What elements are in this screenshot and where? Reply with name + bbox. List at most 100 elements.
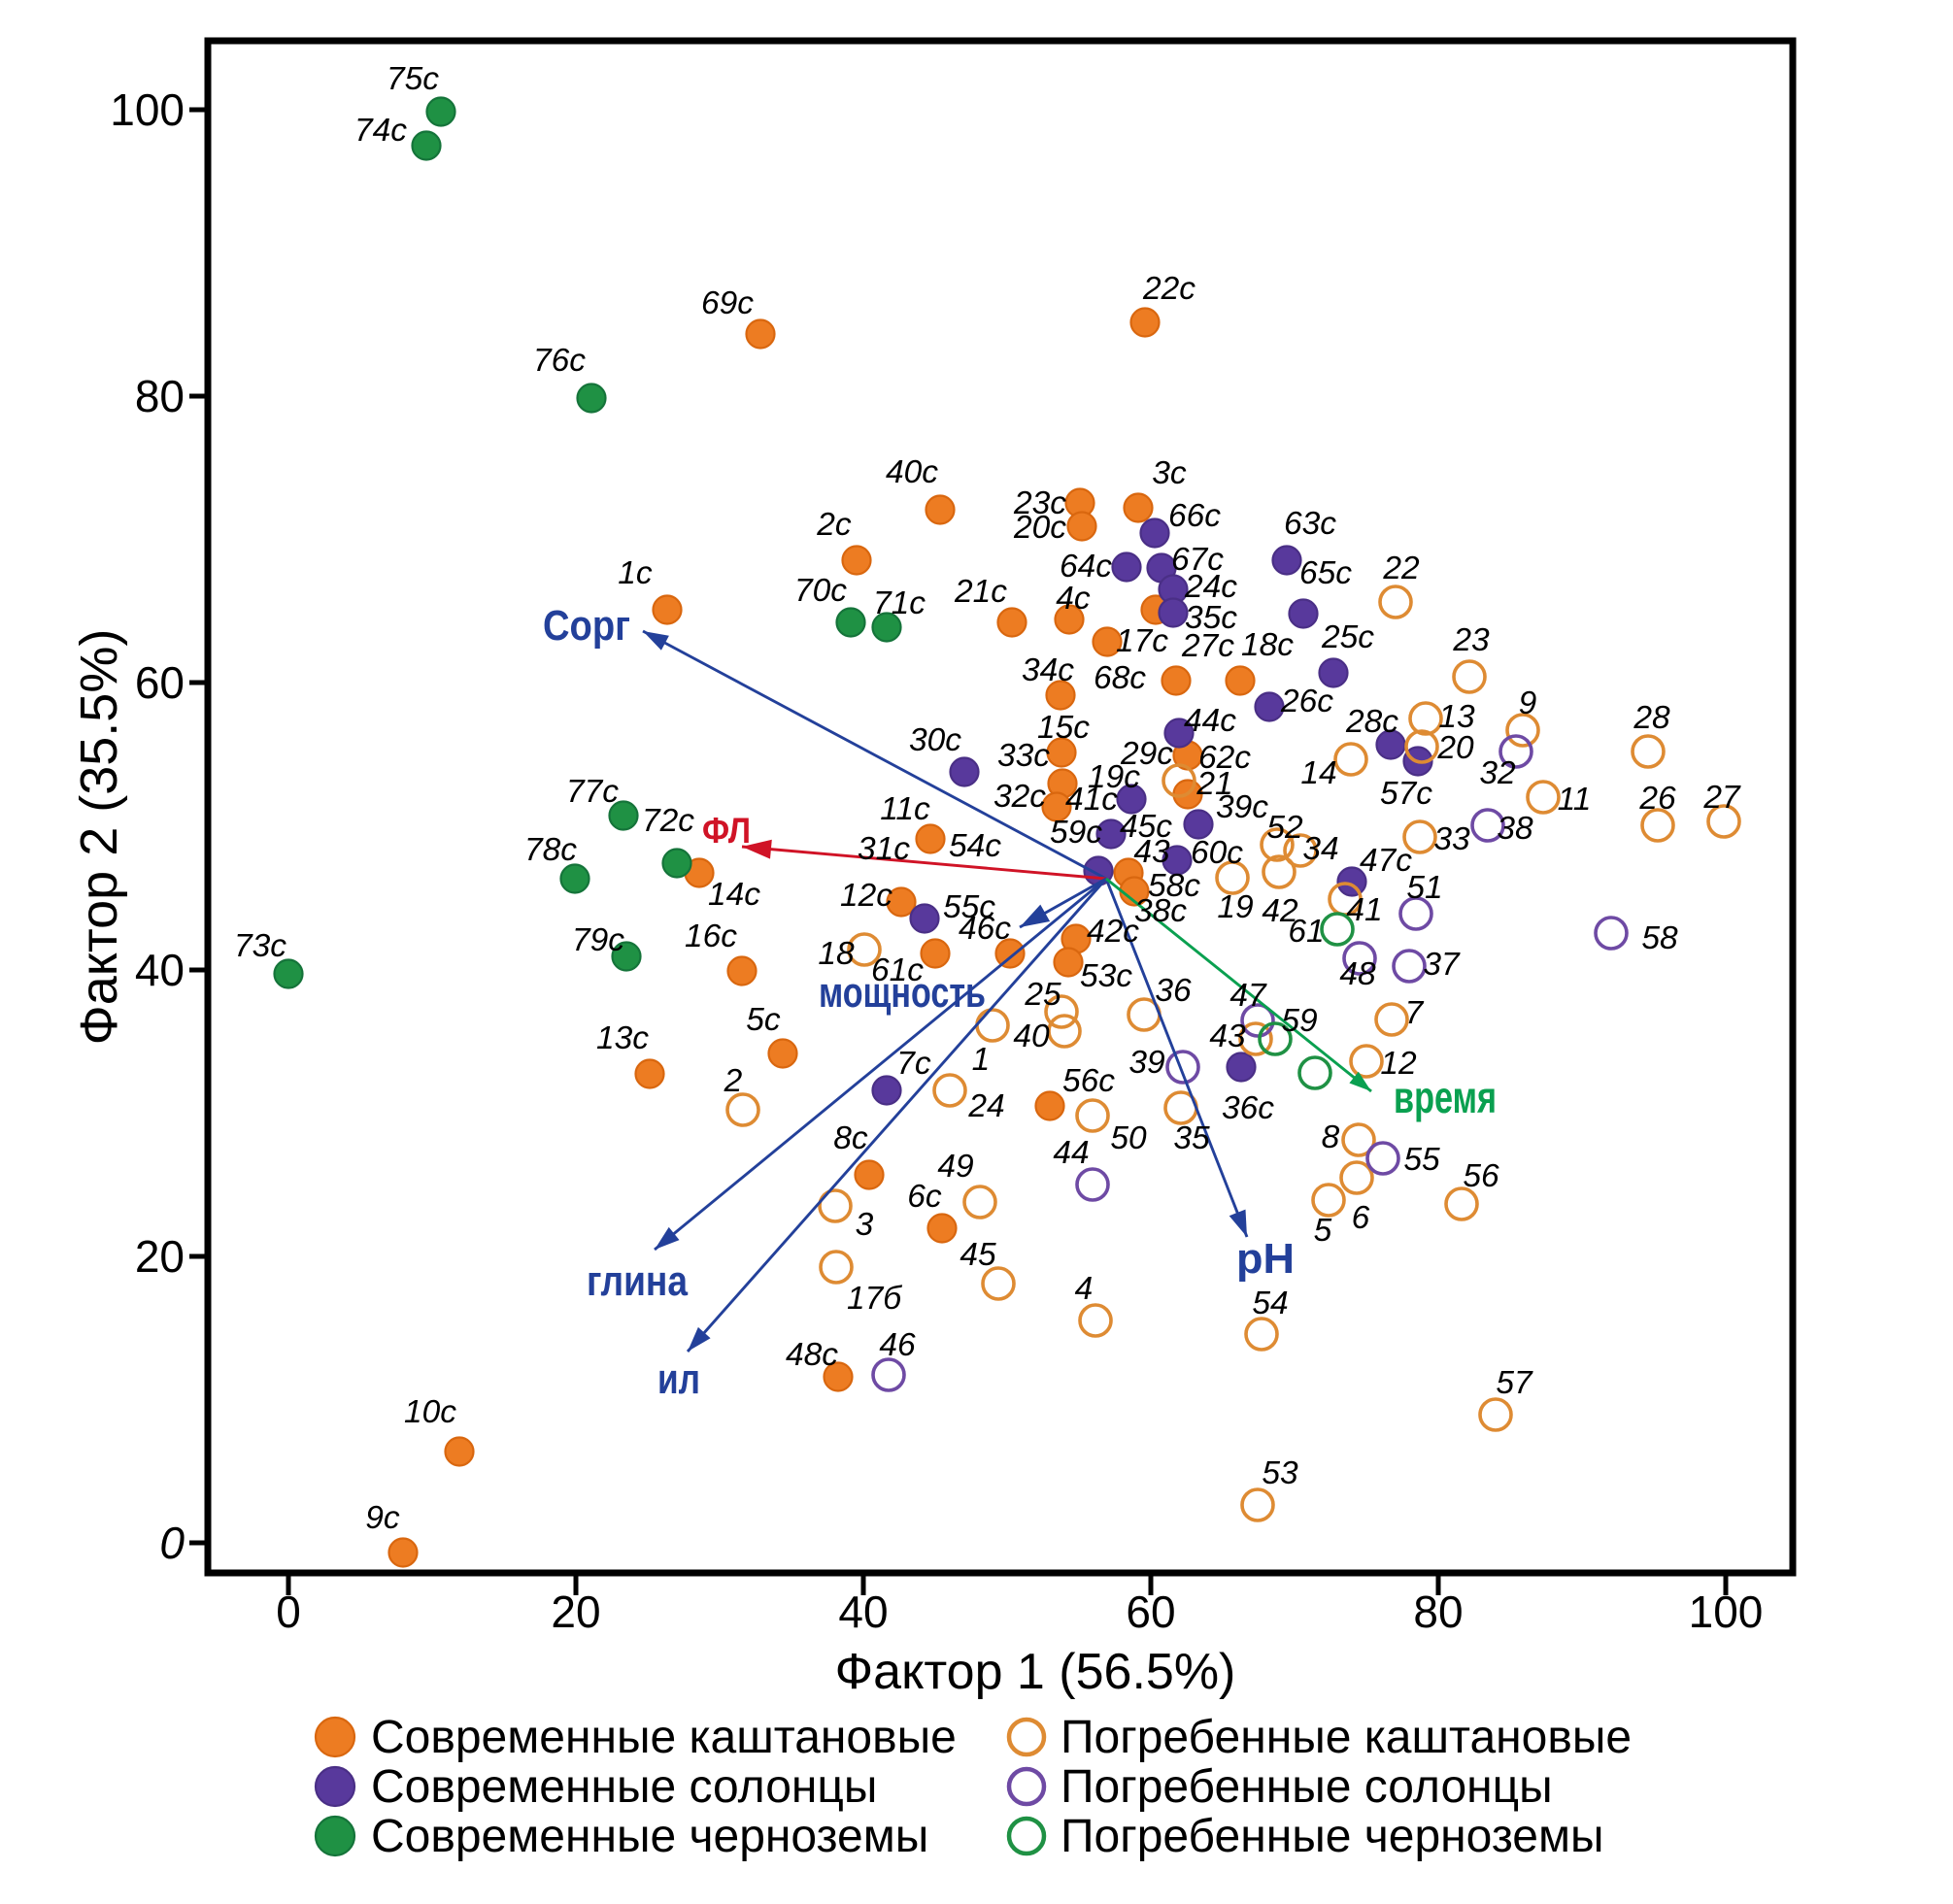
svg-text:39c: 39c: [1216, 789, 1268, 825]
svg-text:Погребенные солонцы: Погребенные солонцы: [1061, 1761, 1553, 1813]
svg-text:Погребенные каштановые: Погребенные каштановые: [1061, 1712, 1632, 1763]
svg-text:51: 51: [1406, 870, 1442, 906]
svg-text:62c: 62c: [1198, 740, 1251, 776]
svg-text:Современные солонцы: Современные солонцы: [371, 1761, 877, 1813]
svg-text:55c: 55c: [943, 889, 995, 925]
svg-text:19: 19: [1217, 889, 1253, 925]
svg-text:41: 41: [1346, 892, 1382, 928]
svg-text:42c: 42c: [1087, 914, 1139, 950]
svg-text:43: 43: [1209, 1019, 1246, 1054]
svg-text:40: 40: [1013, 1019, 1050, 1054]
svg-text:27c: 27c: [1181, 628, 1234, 664]
svg-text:18: 18: [818, 936, 855, 972]
svg-text:30c: 30c: [909, 722, 961, 758]
svg-text:31c: 31c: [858, 831, 910, 867]
svg-text:24c: 24c: [1184, 569, 1237, 605]
svg-text:47c: 47c: [1360, 843, 1412, 879]
svg-text:7: 7: [1405, 995, 1425, 1031]
svg-text:36: 36: [1155, 973, 1192, 1009]
svg-text:69c: 69c: [701, 285, 754, 321]
svg-text:40: 40: [135, 945, 185, 995]
svg-text:58c: 58c: [1148, 868, 1200, 904]
svg-text:61c: 61c: [871, 952, 924, 988]
svg-text:рН: рН: [1236, 1235, 1295, 1283]
svg-text:48: 48: [1339, 956, 1376, 992]
svg-text:36c: 36c: [1222, 1090, 1274, 1126]
svg-text:5c: 5c: [746, 1002, 781, 1038]
svg-text:54c: 54c: [949, 828, 1001, 864]
svg-text:72c: 72c: [642, 803, 694, 839]
svg-text:12: 12: [1380, 1046, 1417, 1082]
svg-text:56: 56: [1463, 1158, 1499, 1194]
svg-text:38: 38: [1497, 811, 1533, 847]
svg-text:41c: 41c: [1065, 782, 1118, 818]
svg-text:16c: 16c: [685, 919, 737, 954]
svg-text:73c: 73c: [234, 928, 286, 964]
svg-text:22c: 22c: [1142, 271, 1195, 307]
svg-text:14c: 14c: [708, 877, 760, 913]
svg-text:33c: 33c: [997, 738, 1050, 774]
svg-text:4c: 4c: [1056, 581, 1091, 617]
svg-text:59c: 59c: [1050, 815, 1102, 851]
svg-text:11: 11: [1558, 782, 1592, 818]
svg-text:57c: 57c: [1380, 776, 1432, 812]
svg-text:44: 44: [1053, 1135, 1089, 1171]
svg-text:22: 22: [1382, 551, 1420, 586]
svg-text:45: 45: [960, 1237, 996, 1273]
svg-text:56c: 56c: [1062, 1063, 1115, 1099]
svg-text:14: 14: [1300, 755, 1336, 791]
svg-text:10c: 10c: [404, 1394, 456, 1430]
svg-text:20c: 20c: [1013, 510, 1066, 546]
svg-text:80: 80: [1413, 1587, 1463, 1637]
svg-text:35: 35: [1173, 1120, 1210, 1156]
svg-text:20: 20: [1436, 730, 1474, 766]
svg-text:7c: 7c: [896, 1046, 931, 1082]
svg-text:6c: 6c: [907, 1179, 942, 1215]
svg-text:5: 5: [1314, 1213, 1332, 1249]
svg-text:29c: 29c: [1120, 736, 1173, 772]
svg-text:2c: 2c: [816, 507, 852, 543]
svg-text:67c: 67c: [1171, 542, 1224, 578]
svg-text:9: 9: [1519, 685, 1537, 721]
svg-text:23c: 23c: [1013, 485, 1066, 521]
svg-text:43: 43: [1133, 834, 1170, 870]
svg-text:21: 21: [1195, 766, 1232, 802]
svg-text:71c: 71c: [873, 585, 926, 621]
svg-text:40c: 40c: [886, 454, 938, 490]
svg-text:59: 59: [1281, 1003, 1317, 1039]
svg-text:35c: 35c: [1185, 600, 1237, 636]
svg-text:39: 39: [1128, 1045, 1164, 1081]
svg-text:13c: 13c: [596, 1020, 649, 1056]
svg-text:48c: 48c: [786, 1337, 838, 1373]
svg-text:100: 100: [110, 84, 185, 135]
svg-text:28c: 28c: [1345, 704, 1398, 740]
svg-text:26: 26: [1638, 781, 1676, 817]
svg-text:54: 54: [1252, 1286, 1288, 1321]
svg-text:25c: 25c: [1321, 619, 1374, 655]
svg-text:57: 57: [1496, 1365, 1533, 1401]
svg-text:70c: 70c: [794, 573, 847, 609]
svg-text:45c: 45c: [1120, 809, 1172, 845]
svg-text:79c: 79c: [572, 922, 624, 958]
svg-text:9c: 9c: [365, 1500, 400, 1536]
svg-text:Фактор 1 (56.5%): Фактор 1 (56.5%): [835, 1644, 1236, 1700]
svg-text:58: 58: [1641, 920, 1678, 956]
svg-text:8c: 8c: [833, 1120, 868, 1156]
svg-text:38c: 38c: [1134, 893, 1187, 929]
svg-text:23: 23: [1452, 622, 1490, 658]
svg-text:53c: 53c: [1080, 958, 1132, 994]
svg-text:3c: 3c: [1152, 455, 1187, 491]
svg-text:34: 34: [1302, 831, 1338, 867]
svg-text:0: 0: [276, 1587, 301, 1637]
svg-text:60: 60: [1126, 1587, 1175, 1637]
svg-text:20: 20: [551, 1587, 600, 1637]
svg-text:Современные каштановые: Современные каштановые: [371, 1712, 957, 1763]
svg-text:60c: 60c: [1191, 835, 1243, 871]
svg-text:17б: 17б: [847, 1281, 902, 1317]
svg-text:1: 1: [972, 1042, 991, 1078]
svg-text:0: 0: [159, 1518, 185, 1568]
svg-text:6: 6: [1352, 1200, 1370, 1236]
svg-text:32c: 32c: [993, 779, 1046, 815]
svg-text:2: 2: [724, 1063, 743, 1099]
svg-text:55: 55: [1403, 1142, 1440, 1178]
